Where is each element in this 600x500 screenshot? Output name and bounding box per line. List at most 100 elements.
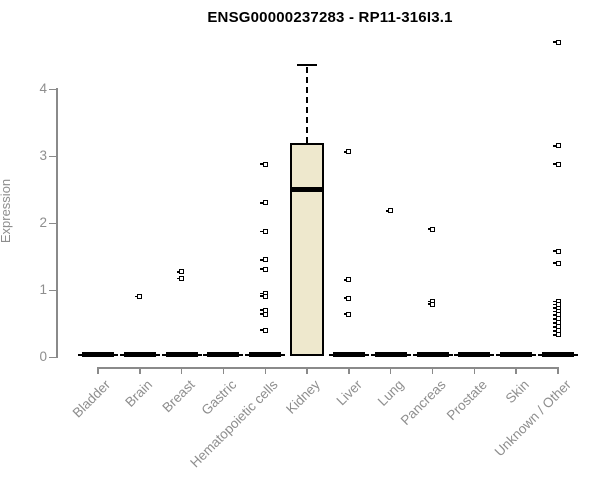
outlier-point — [555, 39, 561, 45]
collapsed-box-bar — [458, 352, 491, 357]
outlier-point — [179, 269, 185, 275]
outlier-point — [262, 161, 268, 167]
x-axis-tick — [389, 367, 392, 374]
x-axis-tick — [139, 367, 141, 374]
x-tick-label: Bladder — [70, 377, 114, 421]
y-axis-tick — [49, 222, 56, 224]
outlier-point-tick — [260, 259, 264, 261]
upper-whisker — [306, 66, 309, 144]
x-tick-label: Lung — [374, 377, 407, 409]
outlier-point-tick — [134, 295, 138, 298]
collapsed-box-bar — [165, 352, 198, 357]
outlier-point-tick — [427, 228, 431, 230]
collapsed-box-bar — [82, 352, 114, 357]
outlier-point — [346, 149, 352, 155]
outlier-point-tick — [553, 334, 557, 336]
outlier-point-tick — [260, 163, 264, 165]
outlier-point — [388, 208, 394, 214]
outlier-point — [555, 143, 561, 149]
outlier-point — [346, 311, 352, 317]
outlier-point-tick — [553, 318, 557, 320]
y-tick-label: 3 — [39, 148, 47, 163]
y-axis-tick — [49, 289, 56, 291]
outlier-point-tick — [553, 145, 557, 147]
x-axis-tick — [180, 367, 183, 374]
outlier-point-tick — [553, 250, 557, 252]
x-tick-label: Prostate — [443, 377, 490, 424]
outlier-point-tick — [553, 322, 557, 324]
outlier-point-tick — [176, 271, 180, 273]
outlier-point-tick — [553, 310, 557, 313]
outlier-point — [262, 266, 268, 272]
outlier-point — [555, 260, 561, 266]
x-axis-tick — [557, 367, 559, 374]
x-tick-label: Skin — [502, 377, 532, 407]
outlier-point — [346, 277, 352, 283]
outlier-point — [346, 295, 352, 301]
x-axis-tick — [97, 367, 99, 374]
collapsed-box-bar — [207, 352, 240, 357]
outlier-point — [262, 200, 268, 206]
collapsed-box-bar — [374, 352, 407, 357]
y-tick-label: 1 — [39, 282, 47, 297]
collapsed-box-bar — [542, 352, 575, 357]
x-axis-tick — [431, 367, 434, 374]
x-tick-label: Unknown / Other — [491, 377, 574, 460]
outlier-point — [262, 257, 268, 263]
outlier-point — [555, 161, 561, 167]
y-tick-label: 0 — [39, 349, 47, 364]
x-tick-label: Gastric — [198, 377, 240, 418]
x-tick-label: Pancreas — [397, 377, 449, 428]
x-axis-tick — [222, 367, 225, 374]
outlier-point — [179, 276, 185, 282]
x-axis-line — [98, 367, 560, 369]
outlier-point-tick — [385, 210, 389, 212]
outlier-point — [137, 294, 143, 300]
median-line — [290, 187, 325, 192]
collapsed-box-bar — [332, 352, 365, 357]
x-axis-tick — [306, 367, 308, 374]
y-axis-tick — [49, 356, 56, 358]
y-tick-label: 2 — [39, 215, 47, 230]
outlier-point — [430, 301, 436, 307]
outlier-point-tick — [260, 329, 264, 331]
y-axis-tick — [49, 88, 56, 90]
outlier-point — [262, 311, 268, 317]
outlier-point-tick — [553, 314, 557, 316]
collapsed-box-bar — [416, 352, 449, 357]
outlier-point — [555, 248, 561, 254]
outlier-point-tick — [260, 313, 264, 315]
outlier-point — [430, 226, 436, 232]
collapsed-box-bar — [123, 352, 156, 357]
collapsed-box-bar — [249, 352, 282, 357]
outlier-point — [262, 327, 268, 333]
outlier-point — [262, 293, 268, 299]
x-axis-tick — [515, 367, 517, 374]
outlier-point-tick — [553, 307, 557, 309]
whisker-cap — [297, 63, 318, 67]
outlier-point — [262, 229, 268, 235]
outlier-point-tick — [343, 151, 347, 153]
x-axis-tick — [264, 367, 267, 374]
y-axis-label: Expression — [0, 178, 13, 244]
outlier-point — [555, 332, 561, 338]
outlier-point-tick — [343, 297, 347, 299]
collapsed-box-bar — [500, 352, 533, 357]
x-tick-label: Liver — [333, 377, 365, 409]
outlier-point-tick — [260, 202, 264, 204]
x-tick-label: Kidney — [282, 377, 323, 417]
x-axis-tick — [473, 367, 476, 374]
x-tick-label: Brain — [122, 377, 156, 410]
outlier-point-tick — [176, 277, 180, 280]
outlier-point-tick — [427, 300, 431, 303]
chart-title: ENSG00000237283 - RP11-316I3.1 — [207, 9, 453, 26]
y-tick-label: 4 — [39, 81, 47, 96]
outlier-point-tick — [343, 279, 347, 281]
outlier-point-tick — [260, 230, 264, 233]
outlier-point-tick — [553, 300, 557, 303]
box-kidney — [290, 143, 325, 356]
outlier-point-tick — [260, 292, 264, 295]
outlier-point-tick — [260, 309, 264, 311]
x-tick-label: Breast — [159, 377, 198, 416]
